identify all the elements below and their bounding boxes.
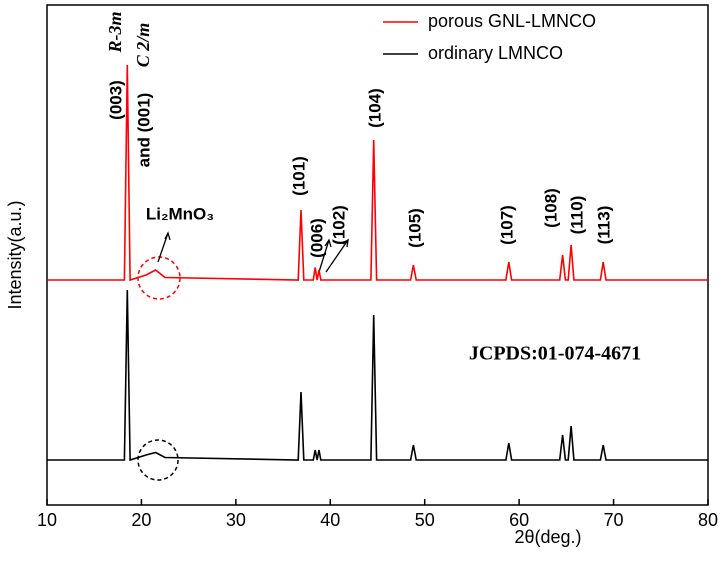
data-line: [47, 289, 708, 462]
y-axis-label: Intensity(a.u.): [5, 200, 25, 309]
annotation: (101): [289, 156, 308, 196]
x-tick-label: 20: [131, 510, 151, 530]
x-tick-label: 70: [604, 510, 624, 530]
annotation: (110): [567, 196, 586, 235]
annotation: and (001): [134, 93, 153, 168]
annotation: (107): [497, 205, 516, 245]
x-tick-label: 40: [320, 510, 340, 530]
arrow: [325, 238, 349, 273]
annotation: (003): [106, 80, 125, 120]
arrow: [157, 231, 171, 263]
plot-frame: [46, 4, 709, 506]
annotation: Li₂MnO₃: [146, 204, 214, 223]
annotation: (006): [307, 218, 326, 258]
arrow: [318, 238, 332, 273]
legend-label: ordinary LMNCO: [428, 43, 563, 63]
x-axis-label: 2θ(deg.): [514, 527, 581, 547]
annotation: (113): [594, 206, 613, 245]
annotation: (105): [405, 208, 424, 248]
highlight-circle: [137, 439, 179, 481]
annotation: C 2/m: [133, 23, 153, 68]
x-tick-label: 50: [415, 510, 435, 530]
x-tick-label: 30: [226, 510, 246, 530]
x-tick-label: 10: [37, 510, 57, 530]
data-line: [47, 64, 708, 282]
annotation: (104): [365, 88, 384, 128]
annotation: (102): [329, 205, 348, 245]
legend-label: porous GNL-LMNCO: [428, 11, 596, 31]
annotation: (108): [541, 188, 560, 228]
annotation: R-3m: [105, 11, 125, 53]
x-tick-label: 60: [509, 510, 529, 530]
annotation: JCPDS:01-074-4671: [469, 343, 641, 365]
x-tick-label: 80: [698, 510, 718, 530]
